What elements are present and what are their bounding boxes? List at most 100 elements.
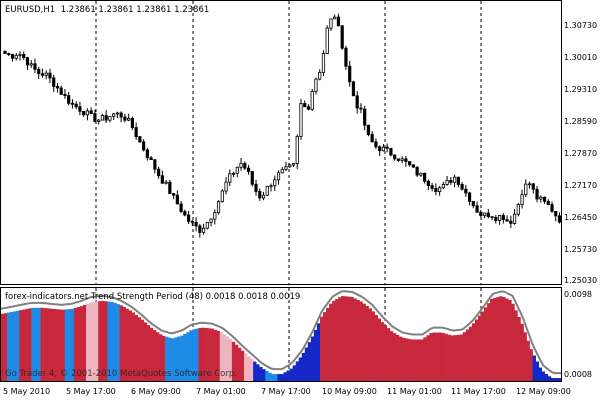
histogram-bar xyxy=(95,301,99,381)
histogram-bar xyxy=(244,353,248,381)
candle-body xyxy=(321,53,326,73)
histogram-bar xyxy=(268,372,272,381)
histogram-bar xyxy=(490,298,494,381)
candle-body xyxy=(389,147,393,156)
time-tick-label: 7 May 01:00 xyxy=(196,387,246,396)
candle-body xyxy=(531,183,535,190)
candle-body xyxy=(160,175,164,184)
time-tick-label: 5 May 2010 xyxy=(3,387,51,396)
histogram-bar xyxy=(502,297,506,381)
candle-body xyxy=(89,110,93,114)
histogram-bar xyxy=(162,335,166,381)
histogram-bar xyxy=(326,307,330,381)
candle-body xyxy=(482,212,487,217)
candle-body xyxy=(396,158,401,161)
histogram-bar xyxy=(484,307,488,381)
histogram-bar xyxy=(274,374,278,381)
histogram-bar xyxy=(350,296,354,381)
candle-body xyxy=(153,159,157,170)
histogram-bar xyxy=(16,310,20,381)
indicator-pane[interactable] xyxy=(0,287,562,382)
histogram-bar xyxy=(40,307,44,381)
candle-body xyxy=(10,53,15,59)
histogram-bar xyxy=(210,328,214,381)
histogram-bar xyxy=(189,330,193,381)
candle-body xyxy=(164,181,168,184)
candle-body xyxy=(486,212,490,218)
candle-body xyxy=(385,146,389,149)
histogram-bar xyxy=(319,316,324,381)
histogram-bar xyxy=(386,328,391,381)
histogram-bar xyxy=(34,307,38,381)
histogram-bar xyxy=(338,297,342,381)
histogram-bar xyxy=(155,332,160,381)
histogram-bar xyxy=(301,352,306,381)
candle-body xyxy=(494,217,498,221)
histogram-bar xyxy=(1,313,5,381)
histogram-bar xyxy=(411,339,415,381)
candle-body xyxy=(130,117,134,128)
histogram-bar xyxy=(417,339,421,381)
candle-body xyxy=(363,108,367,126)
histogram-bar xyxy=(116,304,120,381)
histogram-bar xyxy=(544,373,549,381)
histogram-bar xyxy=(146,325,151,381)
candle-body xyxy=(344,47,348,67)
price-chart-pane[interactable] xyxy=(0,0,562,285)
time-tick-label: 10 May 09:00 xyxy=(322,387,377,396)
histogram-bar xyxy=(362,303,366,381)
histogram-bar xyxy=(505,298,509,381)
histogram-bar xyxy=(541,371,546,381)
histogram-bar xyxy=(392,333,397,381)
time-tick-label: 6 May 09:00 xyxy=(131,387,181,396)
candle-body xyxy=(55,86,60,89)
histogram-bar xyxy=(168,337,172,381)
histogram-bar xyxy=(553,378,558,381)
candle-body xyxy=(527,183,532,186)
histogram-bar xyxy=(265,370,269,381)
histogram-bar xyxy=(149,327,154,381)
candle-body xyxy=(355,95,359,109)
candle-body xyxy=(438,187,442,193)
histogram-bar xyxy=(49,308,53,381)
histogram-bar xyxy=(304,347,309,381)
histogram-bar xyxy=(234,344,239,381)
histogram-bar xyxy=(201,327,205,381)
time-tick-label: 11 May 17:00 xyxy=(451,387,506,396)
histogram-bar xyxy=(198,328,202,381)
candle-body xyxy=(400,158,404,161)
candle-body xyxy=(37,68,41,75)
candle-body xyxy=(142,141,146,151)
histogram-bar xyxy=(556,378,561,381)
histogram-bar xyxy=(79,306,84,381)
symbol-timeframe: EURUSD,H1 xyxy=(5,5,56,15)
candle-body xyxy=(441,183,445,189)
histogram-bar xyxy=(477,315,482,381)
histogram-bar xyxy=(7,312,11,381)
histogram-bar xyxy=(441,332,445,381)
histogram-bar xyxy=(253,361,257,381)
candle-body xyxy=(209,218,213,223)
price-tick-label: 1.30730 xyxy=(564,21,598,30)
histogram-bar xyxy=(25,308,29,381)
candle-body xyxy=(288,164,292,168)
histogram-bar xyxy=(499,296,503,381)
candle-body xyxy=(434,187,438,193)
chart-title: EURUSD,H1 1.23861 1.23861 1.23861 1.2386… xyxy=(5,5,209,15)
histogram-bar xyxy=(271,374,275,381)
histogram-bar xyxy=(559,378,561,381)
candle-body xyxy=(119,112,123,118)
candle-body xyxy=(550,204,554,212)
histogram-bar xyxy=(359,301,363,381)
candle-body xyxy=(168,181,172,194)
histogram-bar xyxy=(547,376,552,381)
histogram-bar xyxy=(374,314,378,381)
histogram-bar xyxy=(493,298,497,381)
histogram-bar xyxy=(395,334,400,381)
candle-body xyxy=(171,193,176,196)
candle-body xyxy=(430,185,434,189)
histogram-bar xyxy=(165,336,169,381)
candle-body xyxy=(404,158,408,162)
histogram-bar xyxy=(447,334,451,381)
